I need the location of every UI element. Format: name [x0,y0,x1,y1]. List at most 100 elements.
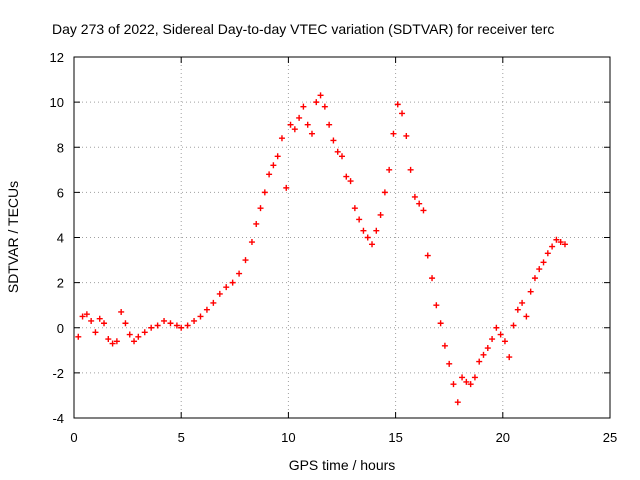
data-point [304,121,311,128]
data-point [75,333,82,340]
data-point [203,306,210,313]
data-point [154,322,161,329]
data-point [386,166,393,173]
y-axis-label: SDTVAR / TECUs [5,181,21,293]
data-point [321,103,328,110]
data-point [489,336,496,343]
data-point [296,114,303,121]
y-tick-label: 10 [50,95,64,110]
data-point [161,317,168,324]
data-point [274,153,281,160]
grid-lines [74,57,610,418]
data-point [536,266,543,273]
data-point [88,317,95,324]
data-point [450,381,457,388]
data-point [394,101,401,108]
data-point [270,162,277,169]
y-tick-label: 4 [57,231,64,246]
x-tick-label: 20 [496,430,510,445]
y-tick-label: 12 [50,50,64,65]
data-point [480,351,487,358]
y-tick-label: 2 [57,276,64,291]
data-point [308,130,315,137]
data-point [561,241,568,248]
data-point [334,148,341,155]
data-point [514,306,521,313]
data-point [317,92,324,99]
data-point [79,313,86,320]
data-point [167,320,174,327]
y-tick-label: 0 [57,321,64,336]
x-tick-label: 5 [178,430,185,445]
data-point [118,308,125,315]
data-point [236,270,243,277]
data-point [454,399,461,406]
data-point [411,193,418,200]
data-point [544,250,551,257]
data-point [131,338,138,345]
chart-title: Day 273 of 2022, Sidereal Day-to-day VTE… [52,21,554,37]
data-point [467,381,474,388]
data-point [527,288,534,295]
y-tick-label: 8 [57,140,64,155]
data-point [476,358,483,365]
data-point [519,299,526,306]
data-point [229,279,236,286]
data-point [92,329,99,336]
data-point [531,275,538,282]
data-point [433,302,440,309]
data-point [135,333,142,340]
x-axis-label: GPS time / hours [289,457,396,473]
data-point [347,178,354,185]
data-point [463,378,470,385]
data-point [178,324,185,331]
data-point [356,216,363,223]
data-point [101,320,108,327]
data-point [364,234,371,241]
x-tick-label: 0 [70,430,77,445]
data-point [148,324,155,331]
data-point [210,299,217,306]
data-point [216,290,223,297]
x-tick-label: 25 [603,430,617,445]
data-point [369,241,376,248]
data-point [429,275,436,282]
data-point [326,121,333,128]
data-point [510,322,517,329]
data-point [459,374,466,381]
data-point [446,360,453,367]
data-point [506,354,513,361]
y-tick-label: 6 [57,185,64,200]
data-point [261,189,268,196]
data-point [390,130,397,137]
data-point [173,322,180,329]
data-point [291,126,298,133]
data-point [113,338,120,345]
data-point [278,135,285,142]
y-tick-label: -4 [52,411,64,426]
data-point [242,257,249,264]
data-point [197,313,204,320]
data-point [266,171,273,178]
data-point [313,99,320,106]
data-point [523,313,530,320]
data-point [403,132,410,139]
data-point [343,173,350,180]
data-point [360,227,367,234]
data-point [407,166,414,173]
data-point [420,207,427,214]
data-point [441,342,448,349]
data-point [287,121,294,128]
data-point [223,284,230,291]
data-point [184,322,191,329]
data-point [493,324,500,331]
x-tick-label: 10 [281,430,295,445]
data-point [300,103,307,110]
data-point [330,137,337,144]
data-point [351,205,358,212]
data-point [109,340,116,347]
axis-ticks: 0 5 10 15 20 25 -4 -2 0 2 4 6 8 10 12 [50,50,618,445]
data-point [484,345,491,352]
